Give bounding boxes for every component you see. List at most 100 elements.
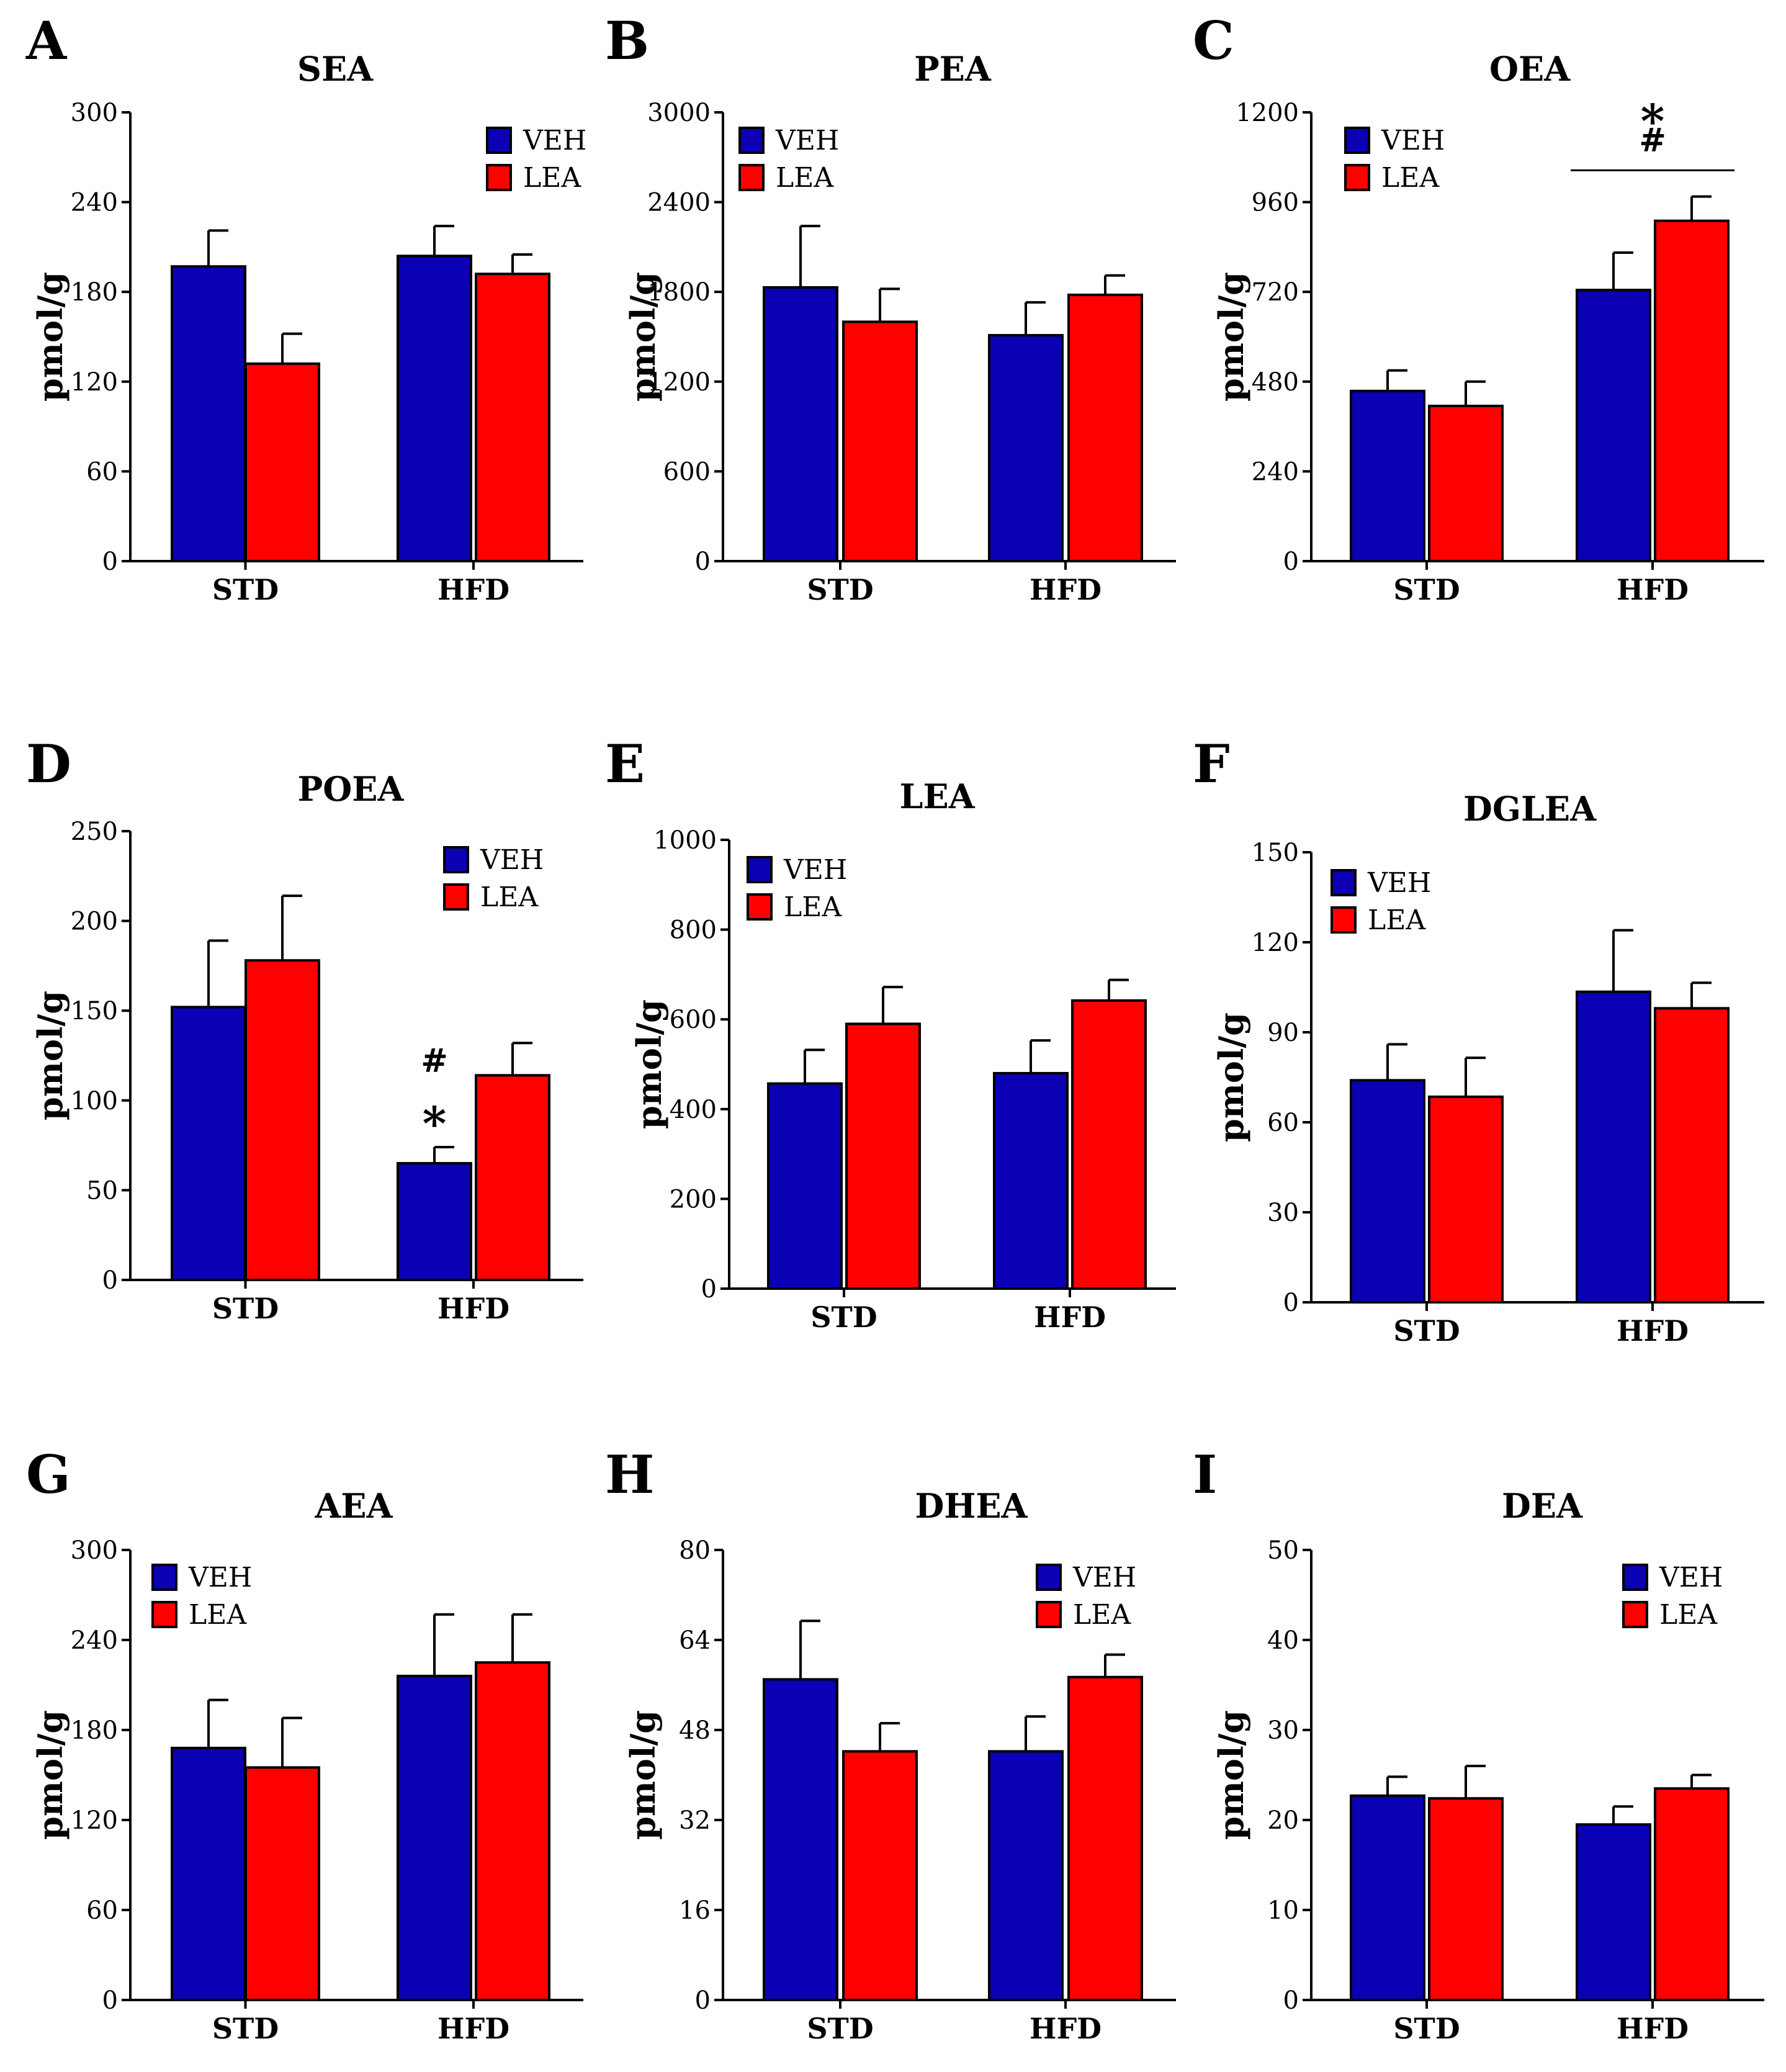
y-tick-label: 32 — [679, 1806, 711, 1835]
bar-lea-std — [842, 320, 918, 563]
bar-lea-std — [1428, 1095, 1504, 1304]
legend-swatch-lea — [1331, 906, 1357, 934]
y-tick-label: 200 — [670, 1185, 717, 1214]
legend-swatch-veh — [151, 1564, 177, 1591]
chart-title: SEA — [297, 49, 374, 89]
y-tick-label: 100 — [71, 1087, 118, 1115]
legend-label-lea: LEA — [1368, 904, 1426, 936]
x-tick-label: HFD — [1617, 1314, 1689, 1348]
y-tick-label: 480 — [1252, 368, 1299, 397]
y-tick-label: 150 — [71, 997, 118, 1025]
chart-panel-a: A SEA 0 60 120 180 240 300 pmol/g STD HFD VEH LEA — [25, 10, 586, 606]
bar-lea-std — [245, 959, 320, 1281]
legend-label-lea: LEA — [523, 162, 581, 194]
y-tick-label: 30 — [1267, 1716, 1299, 1745]
x-tick-label: STD — [212, 573, 279, 606]
y-tick-label: 20 — [1267, 1806, 1299, 1835]
y-tick-label: 200 — [71, 908, 118, 936]
x-tick-label: HFD — [438, 573, 509, 606]
y-tick-label: 90 — [1267, 1019, 1299, 1047]
panel-letter: H — [605, 1444, 654, 1505]
bar-lea-hfd — [1654, 1787, 1730, 2001]
bar-veh-hfd — [993, 1071, 1069, 1290]
y-axis-label: pmol/g — [30, 1710, 70, 1840]
bar-veh-std — [763, 1678, 838, 2001]
y-tick-label: 720 — [1252, 278, 1299, 307]
legend-label-veh: VEH — [1381, 125, 1445, 156]
significance-hash: # — [421, 1042, 448, 1080]
x-tick-label: HFD — [438, 2012, 509, 2045]
panel-letter: B — [605, 10, 649, 71]
panel-letter: G — [26, 1444, 71, 1505]
y-tick-label: 1000 — [653, 826, 717, 855]
x-tick-label: STD — [212, 2012, 279, 2045]
y-axis-label: pmol/g — [623, 272, 663, 402]
y-tick-label: 50 — [1267, 1536, 1299, 1565]
chart-title: OEA — [1489, 49, 1571, 89]
x-tick-label: HFD — [1030, 2012, 1102, 2045]
chart-title: DGLEA — [1463, 789, 1597, 829]
legend-label-veh: VEH — [480, 844, 544, 876]
y-axis-label: pmol/g — [30, 991, 70, 1120]
bar-veh-hfd — [397, 254, 472, 562]
legend-label-lea: LEA — [776, 162, 834, 194]
chart-panel-g: G AEA 0 60 120 180 240 300 pmol/g STD HFD VEH LEA — [26, 1444, 583, 2045]
y-tick-label: 0 — [701, 1275, 717, 1304]
y-tick-label: 0 — [1283, 1289, 1299, 1317]
x-tick-label: HFD — [1030, 573, 1102, 606]
y-tick-label: 64 — [679, 1626, 711, 1655]
bar-lea-hfd — [1067, 1675, 1143, 2001]
x-tick-label: STD — [1393, 573, 1460, 606]
bar-lea-hfd — [1071, 999, 1147, 1290]
legend-swatch-lea — [1344, 164, 1370, 191]
x-tick-label: STD — [810, 1300, 877, 1334]
y-tick-label: 0 — [695, 1986, 711, 2015]
bar-veh-hfd — [988, 334, 1064, 563]
legend-swatch-lea — [747, 893, 773, 921]
significance-hash: # — [1639, 122, 1666, 160]
y-tick-label: 0 — [102, 547, 118, 576]
y-axis-label: pmol/g — [1211, 1710, 1251, 1840]
bar-veh-hfd — [397, 1675, 472, 2001]
chart-title: AEA — [315, 1486, 393, 1526]
legend-label-veh: VEH — [775, 125, 839, 156]
legend-swatch-veh — [1331, 869, 1357, 896]
y-tick-label: 30 — [1267, 1199, 1299, 1227]
y-tick-label: 60 — [1267, 1109, 1299, 1137]
bar-veh-hfd — [1576, 990, 1651, 1304]
x-tick-label: STD — [807, 573, 873, 606]
y-tick-label: 2400 — [647, 189, 711, 217]
chart-title: PEA — [914, 49, 992, 89]
x-tick-label: STD — [212, 1292, 279, 1325]
x-tick-label: STD — [1393, 2012, 1460, 2045]
y-tick-label: 600 — [670, 1006, 717, 1034]
legend-label-lea: LEA — [784, 891, 842, 923]
chart-panel-b: B PEA 0 600 1200 1800 2400 3000 pmol/g STD HFD VEH L… — [605, 10, 1176, 606]
y-tick-label: 180 — [71, 1716, 118, 1745]
bar-lea-std — [245, 1766, 320, 2002]
x-tick-label: HFD — [1617, 2012, 1689, 2045]
y-tick-label: 10 — [1267, 1896, 1299, 1925]
legend-label-veh: VEH — [1072, 1562, 1136, 1593]
legend-label-lea: LEA — [1073, 1599, 1131, 1631]
y-tick-label: 48 — [679, 1716, 711, 1745]
y-tick-label: 1200 — [1236, 99, 1299, 127]
panel-letter: A — [25, 10, 68, 71]
legend-swatch-veh — [1622, 1564, 1648, 1591]
y-axis-label: pmol/g — [629, 999, 669, 1129]
x-tick-label: HFD — [438, 1292, 509, 1325]
bar-veh-std — [1350, 1079, 1425, 1304]
bar-veh-hfd — [988, 1750, 1064, 2001]
y-tick-label: 250 — [71, 818, 118, 846]
y-tick-label: 400 — [670, 1096, 717, 1124]
y-axis-label: pmol/g — [1211, 1012, 1251, 1142]
legend-swatch-veh — [486, 127, 512, 154]
y-tick-label: 240 — [71, 1626, 118, 1655]
y-tick-label: 300 — [71, 1536, 118, 1565]
bar-lea-hfd — [1654, 1007, 1730, 1304]
legend-swatch-lea — [486, 164, 512, 191]
legend-swatch-veh — [747, 856, 773, 883]
x-tick-label: HFD — [1617, 573, 1689, 606]
bar-lea-std — [1428, 404, 1504, 563]
